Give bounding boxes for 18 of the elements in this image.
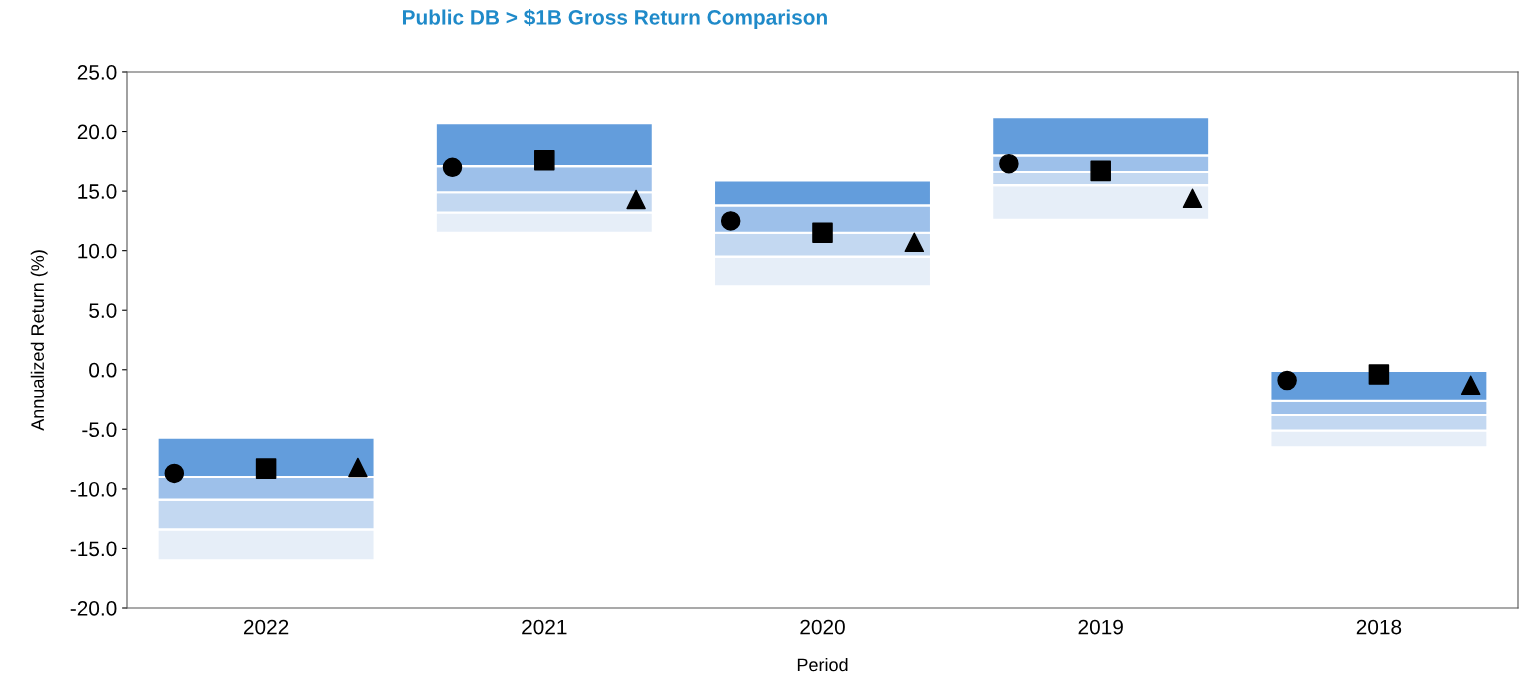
y-tick-label: 5.0 — [89, 303, 117, 318]
x-tick-label: 2021 — [522, 619, 567, 635]
y-axis-title: Annualized Return (%) — [30, 250, 48, 431]
y-tick-label: 15.0 — [78, 184, 117, 199]
y-tick-label: -10.0 — [70, 481, 117, 497]
y-tick-label: 10.0 — [78, 243, 117, 259]
x-tick-label: 2022 — [243, 619, 289, 635]
y-tick-label: 0.0 — [89, 362, 117, 378]
x-tick-label: 2019 — [1078, 619, 1123, 635]
y-tick-label: -15.0 — [70, 541, 117, 557]
y-tick-label: -20.0 — [70, 601, 117, 616]
y-tick-label: -5.0 — [82, 422, 117, 438]
chart-title: Public DB > $1B Gross Return Comparison — [402, 9, 827, 29]
x-tick-label: 2020 — [800, 619, 845, 635]
y-tick-label: 20.0 — [77, 124, 117, 140]
y-tick-label: 25.0 — [77, 65, 117, 80]
x-tick-label: 2018 — [1356, 619, 1402, 635]
x-axis-title: Period — [797, 657, 848, 672]
